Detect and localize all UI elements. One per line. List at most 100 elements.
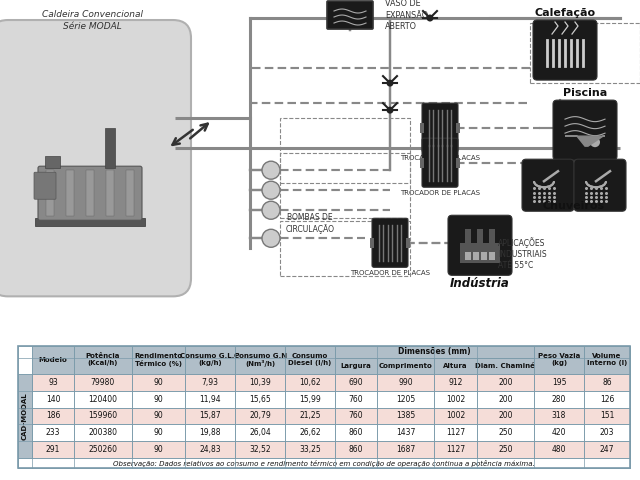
Bar — [489, 252, 495, 260]
Bar — [460, 243, 500, 264]
Text: 20,79: 20,79 — [249, 411, 271, 420]
Bar — [435, 358, 477, 374]
Bar — [489, 229, 495, 243]
Bar — [377, 374, 435, 391]
FancyBboxPatch shape — [533, 20, 597, 80]
Bar — [74, 391, 132, 408]
Text: 760: 760 — [349, 411, 364, 420]
FancyBboxPatch shape — [448, 215, 512, 276]
Text: 26,04: 26,04 — [249, 428, 271, 437]
Text: 280: 280 — [552, 395, 566, 404]
Bar — [477, 424, 534, 441]
Bar — [477, 391, 534, 408]
Text: 860: 860 — [349, 428, 363, 437]
Bar — [186, 408, 235, 424]
Bar — [18, 458, 630, 468]
Bar — [18, 374, 32, 458]
Bar — [132, 424, 186, 441]
Text: 120400: 120400 — [88, 395, 117, 404]
FancyBboxPatch shape — [372, 218, 408, 267]
Text: Potência
(Kcal/h): Potência (Kcal/h) — [86, 353, 120, 366]
Bar — [377, 391, 435, 408]
Text: Diam. Chaminé: Diam. Chaminé — [476, 363, 535, 369]
Text: 690: 690 — [349, 378, 364, 387]
Text: BOMBAS DE
CIRCULAÇÃO: BOMBAS DE CIRCULAÇÃO — [285, 213, 335, 234]
Text: 7,93: 7,93 — [202, 378, 219, 387]
Text: 760: 760 — [349, 395, 364, 404]
Text: 86: 86 — [602, 378, 612, 387]
Text: 200: 200 — [498, 378, 513, 387]
Text: 90: 90 — [154, 411, 163, 420]
Text: 200: 200 — [498, 395, 513, 404]
Bar — [584, 408, 630, 424]
Bar — [105, 128, 115, 168]
Text: 24,83: 24,83 — [200, 445, 221, 454]
Text: Largura: Largura — [340, 363, 371, 369]
Text: Comprimento: Comprimento — [379, 363, 433, 369]
Bar — [335, 424, 377, 441]
Bar — [335, 374, 377, 391]
Bar — [435, 408, 477, 424]
Text: Volume
Interno (l): Volume Interno (l) — [587, 353, 627, 366]
Bar — [420, 123, 424, 133]
Bar — [32, 408, 74, 424]
Text: 32,52: 32,52 — [249, 445, 271, 454]
Bar — [280, 221, 410, 276]
Text: Observação: Dados relativos ao consumo e rendimento térmico em condição de opera: Observação: Dados relativos ao consumo e… — [113, 460, 535, 467]
Text: 233: 233 — [46, 428, 60, 437]
Bar — [32, 374, 74, 391]
Bar — [132, 374, 186, 391]
Text: 860: 860 — [349, 445, 363, 454]
Bar — [335, 391, 377, 408]
Text: 126: 126 — [600, 395, 614, 404]
Bar — [435, 391, 477, 408]
FancyBboxPatch shape — [553, 100, 617, 160]
Text: Indústria: Indústria — [450, 277, 510, 290]
Bar — [456, 123, 460, 133]
Text: 203: 203 — [600, 428, 614, 437]
Text: 90: 90 — [154, 395, 163, 404]
Bar — [66, 170, 74, 216]
Bar — [534, 346, 584, 374]
Bar — [406, 238, 410, 248]
Text: 79980: 79980 — [91, 378, 115, 387]
Text: Caldeira Convencional
Série MODAL: Caldeira Convencional Série MODAL — [42, 10, 143, 31]
Circle shape — [262, 229, 280, 247]
Bar — [435, 424, 477, 441]
Bar — [435, 441, 477, 458]
Bar — [285, 346, 335, 374]
Bar — [473, 252, 479, 260]
Bar — [584, 391, 630, 408]
Text: 19,88: 19,88 — [200, 428, 221, 437]
Bar — [74, 441, 132, 458]
Text: 318: 318 — [552, 411, 566, 420]
Bar — [74, 374, 132, 391]
Circle shape — [262, 181, 280, 199]
Bar — [465, 229, 471, 243]
FancyBboxPatch shape — [0, 20, 191, 296]
Bar — [132, 441, 186, 458]
Bar — [420, 158, 424, 168]
Bar — [584, 374, 630, 391]
Text: 1002: 1002 — [446, 411, 465, 420]
Text: APLICAÇÕES
INDUSTRIAIS
ATÉ 55°C: APLICAÇÕES INDUSTRIAIS ATÉ 55°C — [498, 237, 547, 270]
Text: 90: 90 — [154, 428, 163, 437]
Bar — [235, 346, 285, 374]
Text: 250260: 250260 — [88, 445, 117, 454]
Polygon shape — [565, 136, 605, 146]
Bar — [335, 408, 377, 424]
Circle shape — [387, 80, 394, 86]
Bar — [74, 408, 132, 424]
Bar — [280, 153, 410, 218]
FancyBboxPatch shape — [327, 1, 373, 29]
Bar — [584, 424, 630, 441]
Text: 93: 93 — [48, 378, 58, 387]
FancyBboxPatch shape — [422, 138, 458, 187]
Bar — [186, 424, 235, 441]
Bar — [370, 238, 374, 248]
Text: 15,65: 15,65 — [249, 395, 271, 404]
Bar — [534, 374, 584, 391]
Text: 200: 200 — [498, 411, 513, 420]
Bar — [477, 441, 534, 458]
Text: Consumo
Diesel (l/h): Consumo Diesel (l/h) — [288, 353, 332, 366]
